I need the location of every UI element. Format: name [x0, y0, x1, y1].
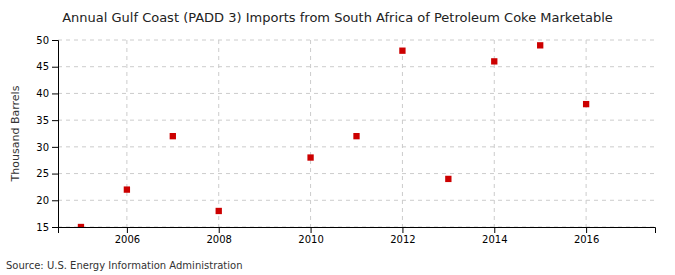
- x-tick-label: 2006: [115, 234, 140, 245]
- y-tick-label: 40: [36, 88, 49, 99]
- grid-line-x: [494, 40, 495, 227]
- x-tick-label: 2008: [207, 234, 232, 245]
- y-tick-label: 45: [36, 61, 49, 72]
- y-axis: 15 20 25 30 35 40 45 50: [36, 35, 58, 233]
- y-tick-mark: [52, 147, 58, 148]
- grid-line-y: [58, 146, 655, 147]
- y-tick: 45: [36, 61, 58, 72]
- point: [445, 176, 451, 182]
- chart: 2006 2008 2010 2012 2014 2016 15 20 25 30 35 40 45 50…: [0, 0, 675, 275]
- y-tick: 15: [36, 222, 58, 233]
- x-tick-mark: [586, 227, 587, 233]
- plot: 2006 2008 2010 2012 2014 2016 15 20 25 30 35 40 45 50: [36, 35, 655, 245]
- x-tick: 2014: [482, 227, 507, 245]
- point: [216, 208, 222, 214]
- y-tick-mark: [52, 67, 58, 68]
- point: [491, 58, 497, 64]
- y-axis-label: Thousand Barrels: [9, 85, 22, 182]
- y-tick-label: 15: [36, 222, 49, 233]
- y-tick-label: 25: [36, 168, 49, 179]
- y-tick: 35: [36, 115, 58, 126]
- grid-line-x: [586, 40, 587, 227]
- x-tick-label: 2014: [482, 234, 507, 245]
- point: [78, 224, 84, 227]
- y-tick-mark: [52, 93, 58, 94]
- grid-line-x: [402, 40, 403, 227]
- x-tick: 2010: [298, 227, 323, 245]
- source-note: Source: U.S. Energy Information Administ…: [6, 260, 243, 271]
- grid-line-x: [218, 40, 219, 227]
- grid-line-y: [58, 93, 655, 94]
- y-tick: 25: [36, 168, 58, 179]
- y-tick-mark: [52, 227, 58, 228]
- point: [124, 186, 130, 192]
- point: [537, 42, 543, 48]
- x-tick: 2008: [207, 227, 232, 245]
- grid-line-y: [58, 173, 655, 174]
- grid-line-x: [310, 40, 311, 227]
- grid-line-y: [58, 200, 655, 201]
- x-tick-label: 2016: [574, 234, 599, 245]
- y-tick-label: 50: [36, 35, 49, 46]
- x-axis-line: [59, 228, 656, 234]
- title: Annual Gulf Coast (PADD 3) Imports from …: [62, 10, 613, 25]
- x-tick: 2012: [390, 227, 415, 245]
- point: [170, 133, 176, 139]
- grid-line-y: [58, 66, 655, 67]
- x-tick-mark: [311, 227, 312, 233]
- y-tick-label: 35: [36, 115, 49, 126]
- y-tick-mark: [52, 120, 58, 121]
- grid-line-x: [126, 40, 127, 227]
- x-tick: 2006: [115, 227, 140, 245]
- y-tick: 50: [36, 35, 58, 46]
- point: [399, 48, 405, 54]
- point: [307, 154, 313, 160]
- y-axis-line: [52, 41, 59, 228]
- y-tick-mark: [52, 40, 58, 41]
- y-tick-label: 30: [36, 142, 49, 153]
- x-tick-mark: [127, 227, 128, 233]
- x-tick-mark: [402, 227, 403, 233]
- x-tick: 2016: [574, 227, 599, 245]
- grid-line-y: [58, 120, 655, 121]
- y-tick-mark: [52, 200, 58, 201]
- x-tick-label: 2012: [390, 234, 415, 245]
- x-tick-mark: [494, 227, 495, 233]
- y-tick-label: 20: [36, 195, 49, 206]
- y-tick: 20: [36, 195, 58, 206]
- y-tick: 30: [36, 142, 58, 153]
- points: [78, 42, 589, 227]
- x-axis: 2006 2008 2010 2012 2014 2016: [59, 227, 656, 245]
- point: [353, 133, 359, 139]
- point: [583, 101, 589, 107]
- x-tick-mark: [219, 227, 220, 233]
- x-tick-label: 2010: [298, 234, 323, 245]
- y-tick-mark: [52, 174, 58, 175]
- grid: [58, 40, 655, 227]
- y-tick: 40: [36, 88, 58, 99]
- grid-line-y: [58, 40, 655, 41]
